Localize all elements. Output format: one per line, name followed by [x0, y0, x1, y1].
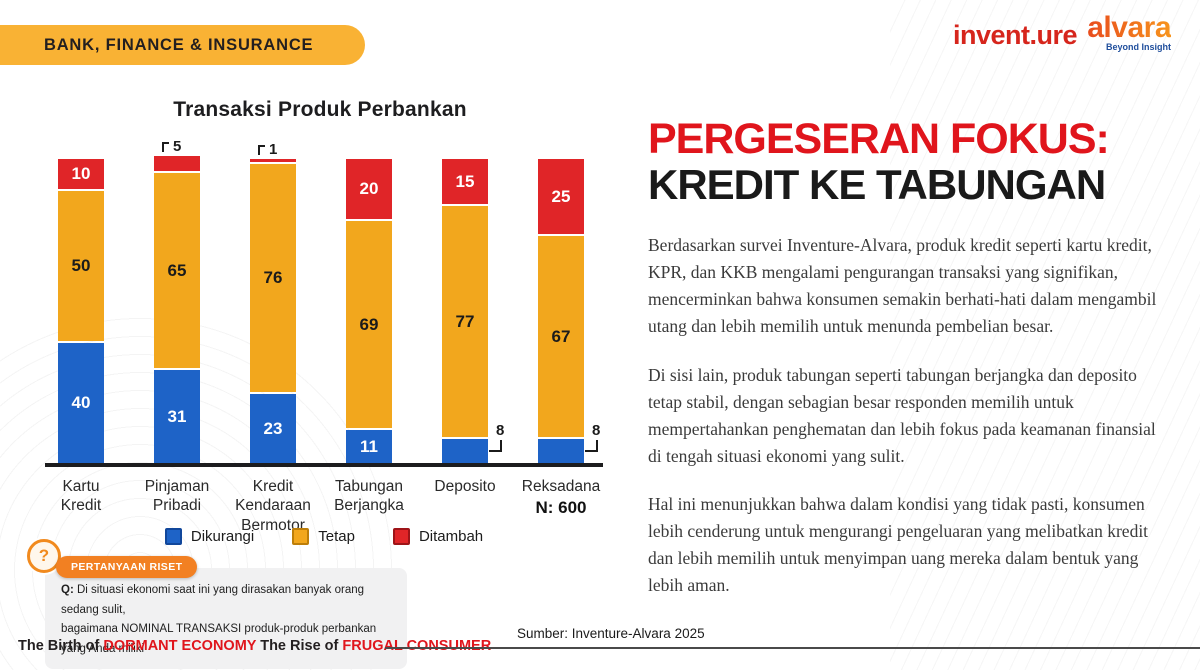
segment-tetap: 67 — [538, 236, 584, 437]
elbow-connector — [489, 440, 502, 452]
category-badge-label: BANK, FINANCE & INSURANCE — [44, 36, 314, 54]
segment-dikurangi — [538, 439, 584, 463]
outside-value-label: 1 — [258, 141, 277, 158]
segment-ditambah: 20 — [346, 159, 392, 219]
legend-swatch — [392, 528, 410, 545]
segment-tetap: 69 — [346, 221, 392, 428]
legend-swatch — [292, 528, 310, 545]
chart-legend: Dikurangi Tetap Ditambah — [45, 528, 603, 545]
segment-ditambah: 25 — [538, 159, 584, 234]
legend-label: Tetap — [318, 528, 355, 545]
bar-chart-plot: 10 50 40 Kartu Kredit 65 31 5 Pinjaman Pribadi 76 2… — [0, 130, 640, 534]
axis-label-tabungan-berjangka: Tabungan Berjangka — [334, 478, 404, 515]
axis-label-reksadana: Reksadana — [521, 478, 601, 495]
segment-value-label: 23 — [263, 418, 283, 438]
legend-item-dikurangi: Dikurangi — [164, 528, 255, 545]
bar-reksadana: 25 67 — [538, 159, 584, 463]
segment-ditambah — [154, 156, 200, 171]
footer-tagline-part: The Birth of — [18, 638, 104, 654]
segment-ditambah — [250, 159, 296, 162]
segment-tetap: 65 — [154, 173, 200, 368]
legend-swatch — [164, 528, 182, 545]
headline: PERGESERAN FOKUS: KREDIT KE TABUNGAN — [648, 115, 1110, 209]
research-question-badge: PERTANYAAN RISET — [56, 556, 198, 578]
segment-value-label: 25 — [551, 186, 571, 206]
elbow-connector — [162, 142, 169, 152]
outside-value-label: 8 — [592, 422, 601, 439]
question-line2: bagaimana NOMINAL TRANSAKSI produk-produ… — [61, 623, 377, 655]
axis-label-deposito: Deposito — [434, 478, 496, 495]
legend-label: Dikurangi — [190, 528, 255, 545]
segment-value-label: 15 — [455, 171, 475, 191]
outside-value-label: 8 — [496, 422, 505, 439]
segment-value-label: 11 — [360, 436, 378, 456]
category-badge: BANK, FINANCE & INSURANCE — [0, 25, 366, 65]
x-axis-line — [45, 463, 603, 467]
research-question-box: Q: Di situasi ekonomi saat ini yang dira… — [45, 568, 407, 670]
chart-title: Transaksi Produk Perbankan — [173, 98, 467, 121]
question-prefix: Q: — [61, 584, 74, 596]
segment-value-label: 69 — [359, 314, 379, 334]
alvara-logo: alvara Beyond Insight — [1085, 11, 1171, 52]
segment-ditambah: 10 — [58, 159, 104, 189]
segment-dikurangi: 40 — [58, 343, 104, 463]
axis-label-kredit-kendaraan-bermotor: Kredit Kendaraan Bermotor — [235, 478, 311, 534]
alvara-wordmark: alvara — [1085, 11, 1171, 45]
segment-dikurangi: 23 — [250, 394, 296, 463]
footer-tagline-part: FRUGAL CONSUMER — [342, 638, 492, 654]
segment-value-label: 50 — [71, 256, 91, 275]
legend-label: Ditambah — [418, 528, 484, 545]
bar-pinjaman-pribadi: 65 31 — [154, 156, 200, 463]
bar-kredit-kendaraan-bermotor: 76 23 — [250, 159, 296, 463]
segment-value-label: 76 — [263, 268, 283, 287]
inventure-logo: invent.ure — [953, 20, 1078, 50]
legend-item-tetap: Tetap — [292, 528, 355, 545]
segment-tetap: 50 — [58, 191, 104, 341]
headline-line1: PERGESERAN FOKUS: — [648, 115, 1110, 163]
headline-line2: KREDIT KE TABUNGAN — [648, 161, 1106, 209]
footer-source: Sumber: Inventure-Alvara 2025 — [517, 626, 705, 641]
body-paragraph-2: Di sisi lain, produk tabungan seperti ta… — [648, 364, 1156, 466]
segment-ditambah: 15 — [442, 159, 488, 204]
elbow-connector — [585, 440, 598, 452]
segment-value-label: 65 — [167, 260, 187, 280]
segment-value-label: 40 — [71, 393, 91, 412]
body-text: Berdasarkan survei Inventure-Alvara, pro… — [648, 232, 1164, 621]
elbow-connector — [258, 145, 265, 155]
segment-value-label: 77 — [455, 311, 475, 331]
question-mark-icon: ? — [27, 539, 61, 573]
footer-tagline: The Birth of DORMANT ECONOMY The Rise of… — [18, 638, 491, 654]
segment-tetap: 77 — [442, 206, 488, 437]
footer-tagline-part: The Rise of — [256, 638, 343, 654]
bar-kartu-kredit: 10 50 40 — [58, 159, 104, 463]
footer-divider-line — [385, 647, 1200, 649]
segment-value-label: 67 — [551, 326, 571, 346]
body-paragraph-1: Berdasarkan survei Inventure-Alvara, pro… — [648, 235, 1157, 337]
segment-dikurangi — [442, 439, 488, 463]
question-line1: Di situasi ekonomi saat ini yang dirasak… — [61, 584, 365, 616]
axis-label-pinjaman-pribadi: Pinjaman Pribadi — [144, 478, 210, 515]
question-mark-glyph: ? — [38, 546, 50, 565]
footer-tagline-part: DORMANT ECONOMY — [103, 638, 257, 654]
body-paragraph-3: Hal ini menunjukkan bahwa dalam kondisi … — [648, 494, 1149, 596]
segment-value-label: 10 — [71, 164, 91, 183]
segment-value-label: 31 — [167, 406, 187, 426]
segment-dikurangi: 11 — [346, 430, 392, 463]
outside-value-label: 5 — [162, 138, 181, 155]
segment-value-label: 20 — [359, 179, 379, 198]
axis-label-kartu-kredit: Kartu Kredit — [60, 478, 102, 515]
sample-size-label: N: 600 — [535, 498, 587, 517]
bar-tabungan-berjangka: 20 69 11 — [346, 159, 392, 463]
segment-tetap: 76 — [250, 164, 296, 392]
bar-deposito: 15 77 — [442, 159, 488, 463]
diagonal-stripes-decor — [890, 0, 1200, 670]
legend-item-ditambah: Ditambah — [392, 528, 484, 545]
alvara-tagline: Beyond Insight — [1106, 42, 1171, 52]
segment-dikurangi: 31 — [154, 370, 200, 463]
